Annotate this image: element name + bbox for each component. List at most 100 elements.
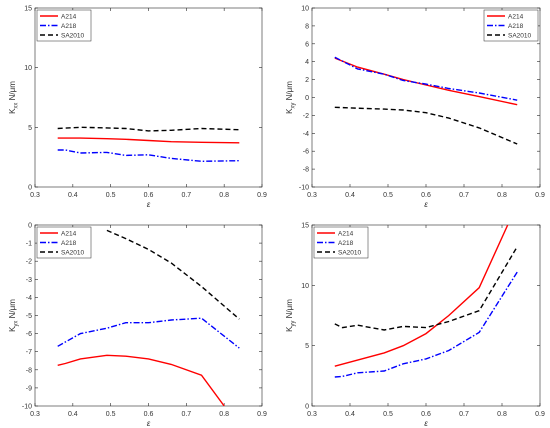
kyx-ytick-label: -5	[26, 313, 32, 320]
kyx-xtick-label: 0.9	[257, 411, 267, 418]
kyx-xtick-label: 0.6	[144, 411, 154, 418]
kxy-series-a218	[334, 56, 518, 101]
kyx-ytick-label: -8	[26, 367, 32, 374]
kyy-xtick-label: 0.4	[345, 411, 355, 418]
kxy-ytick-label: -6	[303, 149, 309, 156]
kxx-legend-label: SA2010	[61, 32, 85, 39]
kxy-legend: A214 A218 SA2010	[483, 9, 539, 42]
kxx-ylabel-main: K	[8, 108, 17, 114]
kyx-ytick-label: -3	[26, 277, 32, 284]
kyx-ytick-label: -2	[26, 259, 32, 266]
kxy-xlabel: ε	[424, 200, 428, 209]
kxy-legend-label: A218	[508, 23, 524, 30]
kxy-ylabel-unit: N/μm	[285, 81, 294, 103]
kxy-ytick-label: 10	[301, 6, 309, 13]
kyy-xtick-label: 0.8	[497, 411, 507, 418]
kxy-ytick-label: 8	[305, 23, 309, 30]
kyx-xtick-label: 0.4	[68, 411, 78, 418]
kxx-ytick-label: 15	[24, 6, 32, 13]
kxx-xtick-label: 0.5	[106, 192, 116, 199]
kyx-xtick-label: 0.8	[219, 411, 229, 418]
kyx-series-a214	[57, 354, 225, 406]
kxy-series-sa2010	[334, 106, 518, 145]
kyx-ytick-label: 0	[28, 223, 32, 230]
kyx-xtick-label: 0.7	[181, 411, 191, 418]
kyx-ylabel-sub: yx	[14, 321, 20, 327]
kyy-xtick-label: 0.9	[535, 411, 545, 418]
kyy-ylabel-sub: yy	[291, 321, 297, 327]
kxx-legend-label: A218	[61, 23, 77, 30]
kxy-ytick-label: 2	[305, 77, 309, 84]
kyx-ytick-label: -4	[26, 295, 32, 302]
kxx-legend-label: A214	[61, 13, 77, 20]
kyy-ytick-label: 15	[301, 223, 309, 230]
kxy-ytick-label: 6	[305, 41, 309, 48]
kxy-legend-label: A214	[508, 13, 524, 20]
kxx-ytick-label: 10	[24, 65, 32, 72]
kyy-series-a214	[334, 225, 509, 367]
kyy-ylabel-unit: N/μm	[285, 299, 294, 321]
kyy-xtick-label: 0.5	[383, 411, 393, 418]
kyx-ylabel-main: K	[8, 326, 17, 332]
kxy-xtick-label: 0.3	[307, 192, 317, 199]
kxx-xtick-label: 0.7	[181, 192, 191, 199]
kyy-xtick-label: 0.7	[459, 411, 469, 418]
kxx-ytick-label: 5	[28, 125, 32, 132]
kxx-ylabel-unit: N/μm	[8, 81, 17, 103]
kxy-xtick-label: 0.5	[383, 192, 393, 199]
kxx-ytick-label: 0	[28, 185, 32, 192]
kyy-legend: A214 A218 SA2010	[313, 226, 369, 259]
kyy-ytick-label: 5	[305, 343, 309, 350]
kxx-xtick-label: 0.8	[219, 192, 229, 199]
kyy-xtick-label: 0.6	[421, 411, 431, 418]
kxy-xtick-label: 0.4	[345, 192, 355, 199]
kyx-ytick-label: -9	[26, 385, 32, 392]
kxy-ytick-label: -10	[299, 185, 309, 192]
kyy-series-sa2010	[334, 246, 518, 331]
kxy-ytick-label: 0	[305, 95, 309, 102]
kyx-legend: A214 A218 SA2010	[36, 226, 92, 259]
kxy-ytick-label: -4	[303, 131, 309, 138]
kxx-xlabel: ε	[147, 200, 151, 209]
kyy-ytick-label: 10	[301, 283, 309, 290]
kyy-legend-label: A214	[338, 230, 354, 237]
kxy-ylabel: Kxy N/μm	[285, 81, 297, 114]
kxy-ylabel-main: K	[285, 108, 294, 114]
kyx-xtick-label: 0.5	[106, 411, 116, 418]
kyy-legend-label: SA2010	[338, 249, 362, 256]
chart-kxy: 0.3 0.4 0.5 0.6 0.7 0.8 0.9 -10 -8 -6 -4 -2 0 2 4 6 8 10 ε…	[285, 6, 545, 210]
kyx-ytick-label: -10	[22, 404, 32, 411]
chart-kxx: 0.3 0.4 0.5 0.6 0.7 0.8 0.9 0 5 10 15 ε Kxx N/μm A214…	[8, 6, 267, 210]
kxy-legend-label: SA2010	[508, 32, 532, 39]
kxy-xtick-label: 0.9	[535, 192, 545, 199]
kyx-ytick-label: -1	[26, 241, 32, 248]
kxy-xtick-label: 0.8	[497, 192, 507, 199]
kxx-series-sa2010	[57, 126, 240, 132]
kyx-series-sa2010	[106, 229, 240, 320]
kyx-ylabel-unit: N/μm	[8, 299, 17, 321]
kyx-ylabel: Kyx N/μm	[8, 299, 20, 332]
chart-kyx: 0.3 0.4 0.5 0.6 0.7 0.8 0.9-10-9-8-7-6-5-4-3-2…	[8, 223, 267, 428]
kyx-ytick-label: -7	[26, 349, 32, 356]
kyx-legend-label: SA2010	[61, 249, 85, 256]
kyx-xtick-label: 0.3	[30, 411, 40, 418]
kyx-legend-label: A214	[61, 230, 77, 237]
kyy-ylabel: Kyy N/μm	[285, 299, 297, 332]
kyy-ylabel-main: K	[285, 326, 294, 332]
kxx-xtick-label: 0.6	[144, 192, 154, 199]
kyy-xlabel: ε	[424, 419, 428, 428]
kxy-ylabel-sub: xy	[291, 103, 297, 109]
kxy-xtick-label: 0.6	[421, 192, 431, 199]
kyy-legend-box	[313, 226, 369, 259]
kyy-legend-label: A218	[338, 240, 354, 247]
kxx-ylabel: Kxx N/μm	[8, 81, 20, 114]
kxx-xtick-label: 0.3	[30, 192, 40, 199]
kxy-ytick-label: 4	[305, 59, 309, 66]
kxx-xtick-label: 0.4	[68, 192, 78, 199]
kxy-ytick-label: -2	[303, 113, 309, 120]
kxx-legend: A214 A218 SA2010	[36, 9, 92, 42]
kxx-ylabel-sub: xx	[14, 103, 20, 109]
kxy-ytick-label: -8	[303, 167, 309, 174]
kyx-legend-label: A218	[61, 240, 77, 247]
